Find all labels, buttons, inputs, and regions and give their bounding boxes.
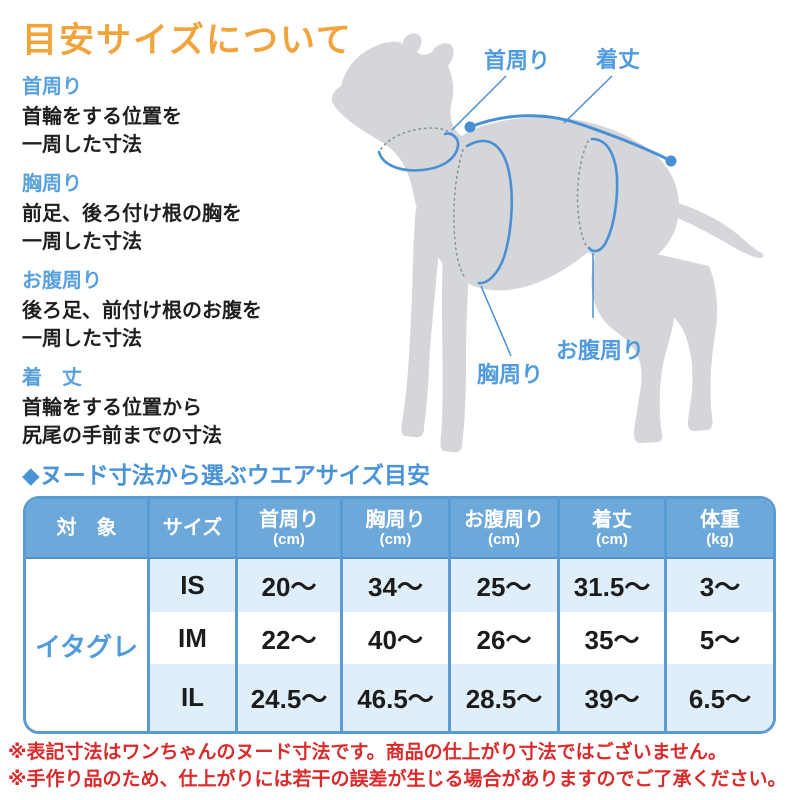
dog-front-leg-far: [440, 222, 472, 453]
chest-value-cell: 46.5〜: [340, 664, 448, 731]
dog-front-leg-near: [401, 208, 442, 438]
target-breed-cell: イタグレ: [26, 559, 147, 731]
footnote: ※手作り品のため、仕上がりには若干の誤差が生じる場合がありますのでご了承ください…: [8, 769, 787, 790]
size-cell: IL: [147, 664, 235, 731]
neck-value-cell: 20〜: [235, 559, 340, 612]
length-value-cell: 39〜: [557, 664, 664, 731]
size-cell: IS: [147, 559, 235, 612]
column-header-weight: 体重 (kg): [664, 499, 773, 559]
definition-length-label: 着 丈: [22, 367, 82, 389]
neck-girth-arc: [377, 132, 460, 172]
length-start-dot: [464, 121, 476, 133]
neck-leader-line: [451, 75, 507, 131]
definition-belly-text: 一周した寸法: [22, 328, 142, 350]
definition-neck-label: 首周り: [22, 76, 82, 98]
chest-leader-line: [480, 285, 512, 357]
size-cell: IM: [147, 612, 235, 664]
dog-tail: [648, 196, 764, 259]
weight-value-cell: 5〜: [664, 612, 773, 664]
length-value-cell: 35〜: [557, 612, 664, 664]
length-value-cell: 31.5〜: [557, 559, 664, 612]
size-table: 対 象 サイズ 首周り (cm) 胸周り (cm) お腹周り (cm) 着丈 (…: [23, 496, 776, 734]
definition-belly-label: お腹周り: [22, 270, 102, 292]
column-header-target: 対 象: [26, 499, 147, 559]
column-header-unit: (cm): [488, 530, 520, 548]
definition-neck-text: 首輪をする位置を: [22, 106, 182, 128]
dog-hind-leg-near: [591, 248, 677, 444]
column-header-label: お腹周り: [464, 508, 544, 531]
column-header-unit: (cm): [379, 530, 412, 548]
size-table-heading: ◆ヌード寸法から選ぶウエアサイズ目安: [22, 462, 430, 488]
chest-value-cell: 34〜: [340, 559, 448, 612]
column-header-unit: (kg): [706, 530, 734, 548]
column-header-chest: 胸周り (cm): [340, 499, 448, 559]
dog-measurement-diagram: 首周り 着丈 胸周り お腹周り: [331, 33, 764, 453]
footnotes: ※表記寸法はワンちゃんのヌード寸法です。商品の仕上がり寸法ではございません。 ※…: [8, 739, 798, 793]
column-header-label: 着丈: [592, 508, 632, 531]
diagram-label-neck: 首周り: [484, 48, 550, 73]
definition-chest-text: 一周した寸法: [22, 231, 142, 253]
chest-girth-hidden-arc: [453, 149, 465, 277]
column-header-label: 胸周り: [365, 508, 426, 531]
belly-girth-hidden-arc: [576, 140, 589, 246]
column-header-unit: (cm): [273, 530, 305, 548]
belly-girth-arc: [587, 137, 619, 253]
belly-value-cell: 28.5〜: [448, 664, 557, 731]
column-header-label: 首周り: [259, 508, 319, 531]
column-header-label: サイズ: [162, 517, 223, 539]
diagram-label-length: 着丈: [595, 47, 640, 72]
definition-length: 着 丈 首輪をする位置から 尻尾の手前までの寸法: [22, 367, 322, 450]
definition-chest-text: 前足、後ろ付け根の胸を: [22, 203, 242, 225]
belly-value-cell: 25〜: [448, 559, 557, 612]
definition-belly: お腹周り 後ろ足、前付け根のお腹を 一周した寸法: [22, 270, 322, 353]
definition-neck-text: 一周した寸法: [22, 134, 142, 156]
neck-value-cell: 22〜: [235, 612, 340, 664]
belly-value-cell: 26〜: [448, 612, 557, 664]
dog-silhouette: [331, 33, 764, 453]
column-header-label: 対 象: [56, 517, 117, 539]
neck-girth-hidden-arc: [380, 127, 455, 150]
chest-girth-arc: [465, 139, 514, 285]
definition-neck: 首周り 首輪をする位置を 一周した寸法: [22, 76, 322, 159]
diagram-label-chest: 胸周り: [477, 362, 543, 387]
column-header-size: サイズ: [147, 499, 235, 559]
column-header-neck: 首周り (cm): [235, 499, 340, 559]
dog-hind-leg-far: [648, 252, 717, 431]
diagram-label-belly: お腹周り: [556, 338, 644, 363]
neck-value-cell: 24.5〜: [235, 664, 340, 731]
definition-chest-label: 胸周り: [22, 173, 82, 195]
back-length-line: [468, 114, 673, 163]
chest-value-cell: 40〜: [340, 612, 448, 664]
weight-value-cell: 6.5〜: [664, 664, 773, 731]
definition-length-text: 首輪をする位置から: [22, 397, 202, 419]
page-title: 目安サイズについて: [22, 21, 353, 60]
column-header-belly: お腹周り (cm): [448, 499, 557, 559]
length-end-dot: [665, 155, 677, 167]
measurement-definitions: 首周り 首輪をする位置を 一周した寸法 胸周り 前足、後ろ付け根の胸を 一周した…: [22, 76, 322, 464]
column-header-length: 着丈 (cm): [557, 499, 664, 559]
length-leader-line: [563, 75, 613, 124]
definition-chest: 胸周り 前足、後ろ付け根の胸を 一周した寸法: [22, 173, 322, 256]
definition-length-text: 尻尾の手前までの寸法: [22, 425, 222, 447]
weight-value-cell: 3〜: [664, 559, 773, 612]
column-header-unit: (cm): [596, 530, 628, 548]
column-header-label: 体重: [700, 508, 740, 531]
definition-belly-text: 後ろ足、前付け根のお腹を: [22, 300, 262, 322]
footnote: ※表記寸法はワンちゃんのヌード寸法です。商品の仕上がり寸法ではございません。: [8, 742, 728, 763]
